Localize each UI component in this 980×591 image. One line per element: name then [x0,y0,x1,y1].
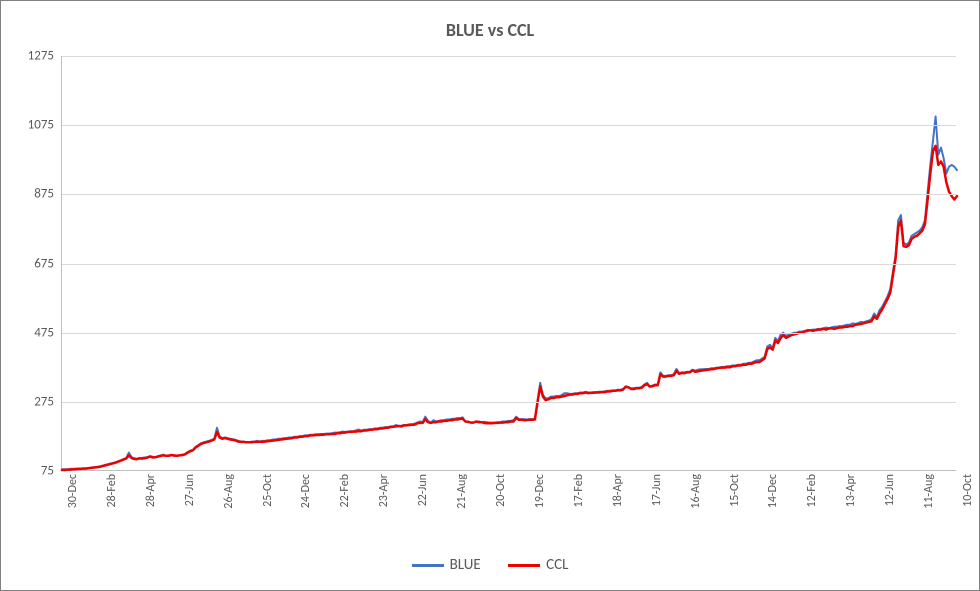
grid-line [62,402,956,403]
x-tick-label: 18-Apr [611,474,625,507]
legend-label-blue: BLUE [450,556,481,574]
x-tick-label: 11-Aug [922,474,936,509]
chart-container: BLUE vs CCL 30-Dec 28-Feb 28-Apr 27-Jun 26-A… [0,0,980,591]
legend-swatch-blue [412,564,444,567]
x-tick-label: 16-Aug [689,474,703,509]
x-axis-labels: 30-Dec 28-Feb 28-Apr 27-Jun 26-Aug 25-Oct 24-D… [62,470,956,528]
y-tick-label: 1075 [28,118,54,133]
x-tick-label: 28-Apr [144,474,158,507]
x-tick-label: 20-Oct [494,474,508,507]
legend: BLUE CCL [1,554,979,575]
x-tick-label: 30-Dec [66,474,80,508]
y-tick-label: 475 [34,325,54,340]
legend-swatch-ccl [508,564,540,567]
x-tick-label: 23-Apr [377,474,391,507]
x-tick-label: 10-Oct [961,474,975,507]
y-tick-label: 75 [41,464,54,479]
y-tick-label: 1275 [28,49,54,64]
x-tick-label: 15-Oct [728,474,742,507]
grid-line [62,264,956,265]
series-blue [62,117,957,470]
x-tick-label: 12-Jun [883,474,897,506]
chart-title: BLUE vs CCL [1,19,979,41]
x-tick-label: 24-Dec [299,474,313,508]
grid-line [62,56,956,57]
legend-label-ccl: CCL [546,556,568,574]
grid-line [62,125,956,126]
x-tick-label: 28-Feb [105,474,119,507]
x-tick-label: 25-Oct [261,474,275,507]
x-tick-label: 17-Feb [572,474,586,507]
x-tick-label: 13-Apr [844,474,858,507]
grid-line [62,194,956,195]
x-tick-label: 14-Dec [766,474,780,508]
x-tick-label: 17-Jun [650,474,664,506]
y-tick-label: 875 [34,187,54,202]
x-tick-label: 21-Aug [455,474,469,509]
x-tick-label: 22-Feb [338,474,352,507]
legend-item-blue: BLUE [412,556,481,574]
grid-line [62,333,956,334]
x-tick-label: 19-Dec [533,474,547,508]
y-tick-label: 675 [34,256,54,271]
x-tick-label: 12-Feb [805,474,819,507]
legend-item-ccl: CCL [508,556,568,574]
y-tick-label: 275 [34,394,54,409]
x-tick-label: 26-Aug [222,474,236,509]
x-tick-label: 22-Jun [416,474,430,506]
plot-area: 30-Dec28-Feb28-Apr27-Jun26-Aug25-Oct24-D… [61,56,956,471]
x-tick-label: 27-Jun [183,474,197,506]
